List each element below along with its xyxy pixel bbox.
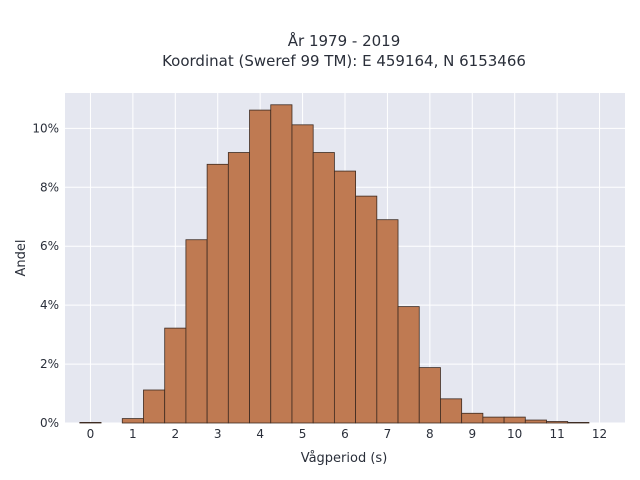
- x-tick-label: 6: [341, 427, 349, 441]
- x-tick-label: 2: [171, 427, 179, 441]
- bars-group: [79, 104, 590, 424]
- y-tick-labels: 0% 2% 4% 6% 8% 10%: [32, 121, 59, 430]
- histogram-bar: [546, 421, 569, 424]
- y-tick-label: 0%: [40, 416, 59, 430]
- x-tick-label: 1: [129, 427, 137, 441]
- histogram-bar: [249, 109, 272, 424]
- histogram-bar: [333, 170, 357, 424]
- histogram-bar: [185, 239, 208, 424]
- histogram-bar: [121, 418, 144, 424]
- histogram-bar: [482, 416, 505, 424]
- histogram-bar: [270, 104, 293, 424]
- x-tick-labels: 0 1 2 3 4 5 6 7 8 9 10 11 12: [87, 427, 608, 441]
- histogram-bar: [461, 412, 484, 424]
- chart-title-line2: Koordinat (Sweref 99 TM): E 459164, N 61…: [162, 52, 526, 70]
- y-tick-label: 6%: [40, 239, 59, 253]
- histogram-bar: [440, 398, 463, 424]
- x-axis-label: Vågperiod (s): [301, 451, 388, 466]
- histogram-bar: [567, 422, 590, 424]
- y-tick-label: 10%: [32, 121, 59, 135]
- histogram-bar: [164, 327, 187, 424]
- x-tick-label: 0: [87, 427, 95, 441]
- y-tick-label: 4%: [40, 298, 59, 312]
- histogram-bar: [79, 422, 102, 424]
- y-axis-label: Andel: [14, 240, 29, 277]
- x-tick-label: 7: [384, 427, 392, 441]
- histogram-bar: [355, 195, 378, 424]
- y-tick-label: 2%: [40, 357, 59, 371]
- histogram-bar: [503, 416, 526, 424]
- x-tick-label: 11: [549, 427, 564, 441]
- y-tick-label: 8%: [40, 180, 59, 194]
- x-tick-label: 10: [507, 427, 522, 441]
- chart-title-line1: År 1979 - 2019: [288, 31, 401, 50]
- histogram-bar: [206, 163, 229, 424]
- x-tick-label: 3: [214, 427, 222, 441]
- histogram-bar: [143, 389, 166, 424]
- histogram-bar: [291, 124, 314, 424]
- histogram-bar: [376, 219, 399, 424]
- histogram-bar: [227, 152, 250, 424]
- x-tick-label: 4: [256, 427, 264, 441]
- x-tick-label: 5: [299, 427, 307, 441]
- histogram-bar: [312, 152, 335, 424]
- histogram-bar: [418, 367, 441, 424]
- x-tick-label: 9: [468, 427, 476, 441]
- x-tick-label: 8: [426, 427, 434, 441]
- x-tick-label: 12: [592, 427, 607, 441]
- histogram-bar: [524, 419, 547, 424]
- histogram-bar: [397, 306, 420, 424]
